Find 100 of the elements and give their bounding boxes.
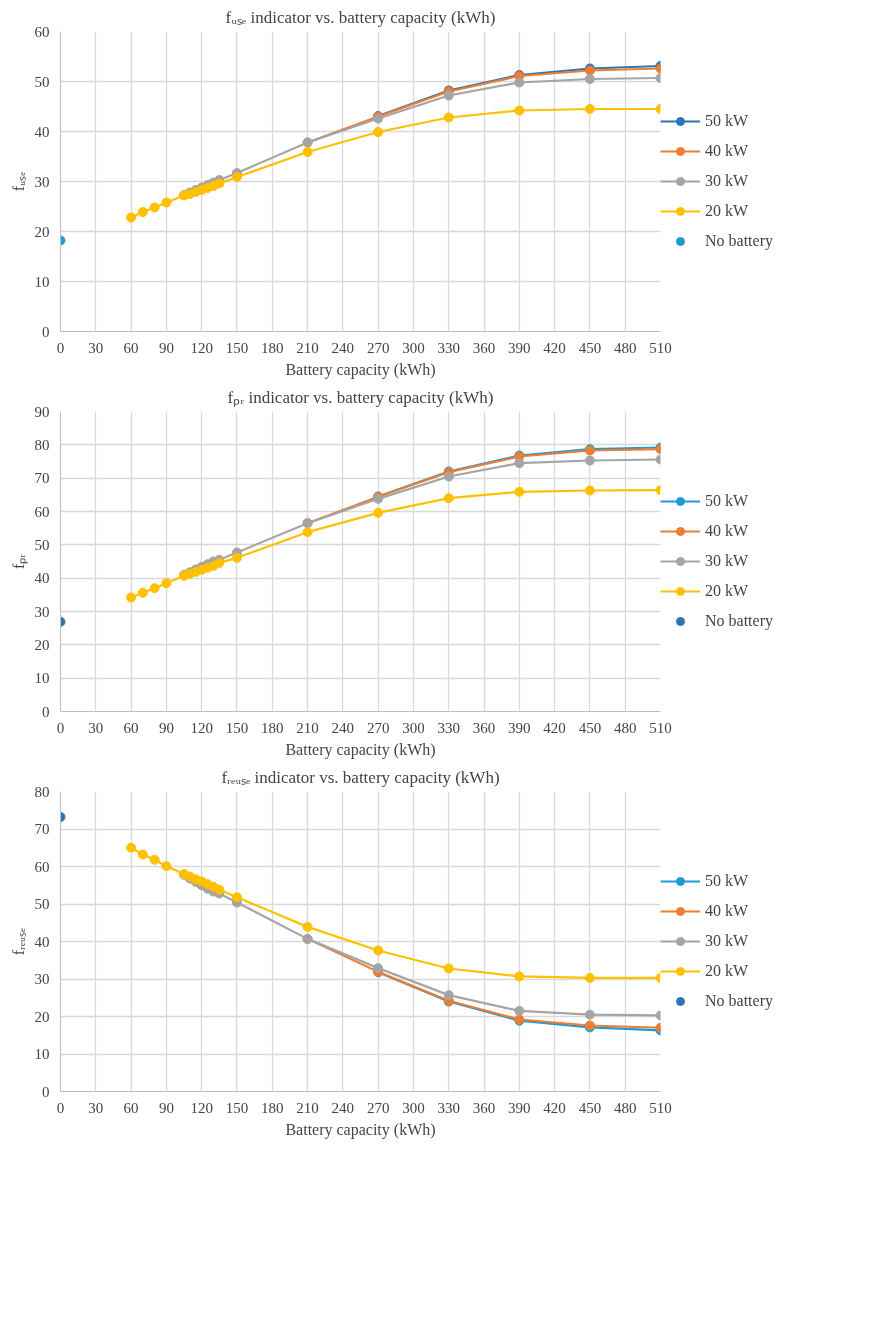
x-axis-title: Battery capacity (kWh) [285,1120,436,1139]
y-tick-label: 30 [34,971,50,987]
x-axis-title: Battery capacity (kWh) [285,740,436,759]
x-tick-label: 450 [578,1099,602,1116]
x-tick-label: 270 [366,719,390,736]
legend-label: 30 kW [705,552,750,570]
y-tick-label: 30 [34,603,50,620]
x-tick-label: 150 [225,719,249,736]
legend-label: No battery [705,612,773,630]
y-tick-label: 10 [34,1046,50,1062]
x-tick-label: 150 [225,1099,249,1116]
x-tick-label: 0 [56,339,65,356]
x-tick-label: 240 [331,719,355,736]
y-tick-label: 70 [34,821,50,837]
chart-title: fₚᵣ indicator vs. battery capacity (kWh) [227,387,494,408]
x-tick-label: 330 [437,1099,460,1116]
y-tick-label: 40 [34,570,50,587]
x-tick-label: 240 [331,339,355,356]
x-tick-label: 510 [649,719,672,736]
x-tick-label: 30 [88,1099,104,1116]
y-axis-title: fₚᵣ [9,553,28,569]
x-tick-label: 480 [613,719,637,736]
x-tick-label: 330 [437,719,460,736]
x-tick-label: 150 [225,339,249,356]
y-tick-label: 60 [34,503,50,520]
x-tick-label: 360 [472,339,496,356]
y-tick-label: 0 [42,703,50,720]
x-tick-label: 90 [158,719,174,736]
x-tick-label: 60 [123,1099,139,1116]
y-tick-label: 10 [34,273,50,290]
legend-label: No battery [705,232,773,250]
x-tick-label: 420 [543,719,566,736]
legend-label: 50 kW [705,872,750,890]
y-tick-label: 90 [34,403,50,420]
y-axis-title: fᵣₑᵤₛₑ [9,927,27,956]
y-tick-label: 10 [34,670,50,687]
y-tick-label: 30 [34,173,50,190]
legend-label: 50 kW [705,112,750,130]
x-tick-label: 300 [402,1099,425,1116]
y-tick-label: 60 [34,858,50,875]
legend-label: 40 kW [705,522,750,540]
x-tick-label: 120 [190,1099,213,1116]
x-tick-label: 240 [331,1099,355,1116]
x-tick-label: 420 [543,339,566,356]
x-tick-label: 330 [437,339,460,356]
legend-label: 20 kW [705,582,750,600]
x-tick-label: 480 [613,1099,637,1116]
x-tick-label: 0 [56,719,65,736]
y-tick-label: 60 [34,23,50,40]
y-tick-label: 20 [34,1008,50,1025]
x-tick-label: 510 [649,1099,672,1116]
x-tick-label: 270 [366,1099,390,1116]
x-tick-label: 300 [402,339,425,356]
x-tick-label: 510 [649,339,672,356]
x-tick-label: 390 [508,339,531,356]
x-tick-label: 480 [613,339,637,356]
y-tick-label: 50 [34,73,50,90]
legend-label: No battery [705,992,773,1010]
x-tick-label: 120 [190,339,213,356]
x-tick-label: 120 [190,719,213,736]
chart-title: fᵣₑᵤₛₑ indicator vs. battery capacity (kWh) [221,767,500,787]
x-tick-label: 270 [366,339,390,356]
x-tick-label: 60 [123,339,139,356]
legend-label: 50 kW [705,492,750,510]
x-tick-label: 210 [296,719,319,736]
legend-label: 30 kW [705,172,750,190]
y-tick-label: 20 [34,636,50,653]
x-tick-label: 360 [472,719,496,736]
x-axis-title: Battery capacity (kWh) [285,360,436,379]
legend-label: 30 kW [705,932,750,950]
x-tick-label: 360 [472,1099,496,1116]
x-tick-label: 60 [123,719,139,736]
chart-title: fᵤₛₑ indicator vs. battery capacity (kWh) [225,7,496,27]
y-tick-label: 0 [42,1083,50,1100]
y-tick-label: 0 [42,323,50,340]
y-tick-label: 80 [34,436,50,453]
x-tick-label: 30 [88,719,104,736]
y-tick-label: 50 [34,536,50,553]
x-tick-label: 180 [261,719,284,736]
x-tick-label: 450 [578,719,602,736]
x-tick-label: 450 [578,339,602,356]
x-tick-label: 30 [88,339,104,356]
y-axis-title: fᵤₛₑ [9,171,27,192]
x-tick-label: 390 [508,719,531,736]
x-tick-label: 210 [296,339,319,356]
legend-label: 20 kW [705,962,750,980]
y-tick-label: 80 [34,783,50,800]
y-tick-label: 20 [34,223,50,240]
x-tick-label: 420 [543,1099,566,1116]
x-tick-label: 180 [261,339,284,356]
x-tick-label: 300 [402,719,425,736]
x-tick-label: 180 [261,1099,284,1116]
legend-label: 40 kW [705,902,750,920]
legend-label: 20 kW [705,202,750,220]
x-tick-label: 210 [296,1099,319,1116]
y-tick-label: 50 [34,896,50,912]
x-tick-label: 0 [56,1099,65,1116]
y-tick-label: 40 [34,933,50,950]
x-tick-label: 90 [158,1099,174,1116]
legend-label: 40 kW [705,142,750,160]
